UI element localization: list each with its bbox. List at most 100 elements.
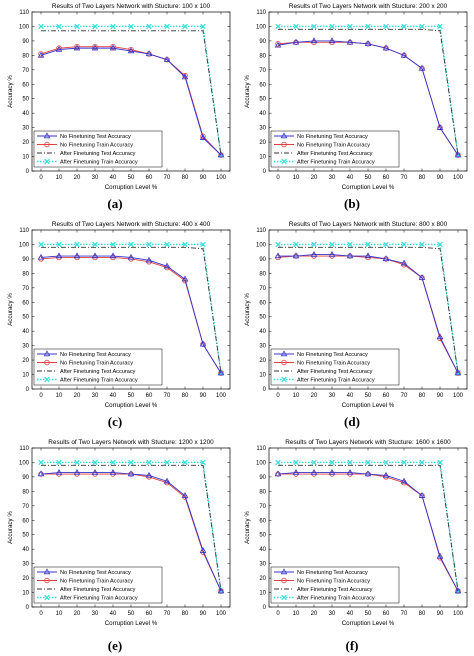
chart-panel-b: Results of Two Layers Network with Stuct… [237, 0, 474, 196]
legend-label: After Finetuning Train Accuracy [297, 378, 375, 384]
legend-label: No Finetuning Test Accuracy [297, 570, 368, 576]
y-tick-label: 30 [22, 344, 29, 350]
x-axis-label: Corruption Level % [342, 184, 395, 191]
data-point [91, 252, 99, 259]
x-tick-label: 50 [128, 393, 135, 399]
y-tick-label: 0 [263, 169, 267, 175]
data-point [454, 369, 462, 376]
x-axis-label: Corruption Level % [342, 620, 395, 627]
data-point [163, 56, 171, 62]
series-3 [38, 23, 224, 158]
data-point [145, 256, 153, 263]
x-tick-label: 70 [164, 175, 171, 181]
data-point [418, 274, 426, 280]
data-point [454, 587, 462, 594]
y-tick-label: 100 [19, 24, 30, 30]
data-point [127, 253, 135, 260]
data-point [92, 241, 98, 248]
legend-label: After Finetuning Test Accuracy [60, 369, 136, 375]
x-tick-label: 30 [329, 393, 336, 399]
y-tick-label: 40 [22, 111, 29, 117]
data-point [199, 547, 207, 553]
x-tick-label: 60 [146, 611, 153, 617]
data-point [328, 468, 336, 475]
data-point [200, 133, 206, 140]
data-point [274, 470, 282, 477]
legend-marker [43, 568, 51, 575]
data-point [91, 468, 99, 475]
data-point [109, 468, 117, 475]
series-3 [275, 241, 461, 376]
data-point [364, 470, 372, 477]
legend: No Finetuning Test Accuracy No Finetuning… [33, 566, 163, 604]
data-point [418, 64, 426, 71]
x-tick-label: 80 [182, 611, 189, 617]
x-tick-label: 100 [453, 175, 464, 181]
y-tick-label: 90 [259, 475, 266, 481]
y-tick-label: 110 [256, 10, 266, 16]
data-point [275, 41, 281, 47]
y-tick-label: 70 [22, 504, 29, 510]
x-tick-label: 70 [164, 393, 171, 399]
x-tick-label: 70 [401, 393, 408, 399]
legend-marker [44, 376, 50, 383]
x-tick-label: 10 [293, 611, 300, 617]
x-tick-label: 90 [437, 393, 444, 399]
data-point [329, 23, 335, 30]
y-tick-label: 60 [22, 518, 29, 524]
data-point [56, 45, 62, 51]
data-point [200, 459, 206, 466]
series-2 [278, 246, 459, 374]
y-axis-label: Accuracy % [244, 511, 251, 544]
data-point [56, 241, 62, 248]
data-point [436, 124, 444, 130]
series-3 [38, 459, 224, 594]
data-point [328, 250, 336, 257]
data-point [401, 23, 407, 30]
data-point [275, 459, 281, 466]
data-point [37, 253, 45, 260]
x-tick-label: 90 [200, 175, 207, 181]
x-tick-label: 20 [74, 611, 81, 617]
y-axis-label: Accuracy % [7, 75, 14, 108]
chart-svg: Results of Two Layers Network with Stuct… [7, 3, 231, 191]
data-point [110, 459, 116, 466]
chart-svg: Results of Two Layers Network with Stuct… [244, 3, 468, 191]
series-0 [37, 44, 225, 158]
data-point [38, 51, 44, 57]
caption-b: (b) [344, 196, 360, 211]
data-point [274, 41, 282, 48]
data-point [164, 459, 170, 466]
data-point [199, 134, 207, 140]
y-tick-label: 110 [256, 446, 266, 452]
series-line [278, 464, 459, 592]
chart-svg: Results of Two Layers Network with Stuct… [7, 221, 231, 409]
y-tick-label: 30 [259, 562, 266, 568]
data-point [274, 252, 282, 259]
y-tick-label: 90 [22, 39, 29, 45]
y-tick-label: 20 [22, 576, 29, 582]
x-tick-label: 50 [128, 611, 135, 617]
y-tick-label: 50 [22, 533, 29, 539]
y-tick-label: 50 [259, 97, 266, 103]
data-point [163, 262, 171, 269]
data-point [364, 252, 372, 259]
legend-marker [43, 132, 51, 139]
legend-label: After Finetuning Test Accuracy [297, 369, 373, 375]
x-tick-label: 60 [146, 175, 153, 181]
chart-title: Results of Two Layers Network with Stuct… [48, 439, 214, 446]
y-tick-label: 0 [26, 605, 30, 611]
y-tick-label: 0 [263, 387, 267, 393]
data-point [92, 23, 98, 30]
x-tick-label: 60 [383, 393, 390, 399]
y-tick-label: 0 [263, 605, 267, 611]
data-point [365, 241, 371, 248]
data-point [401, 241, 407, 248]
legend-label: After Finetuning Test Accuracy [60, 151, 136, 157]
data-point [437, 241, 443, 248]
x-tick-label: 40 [347, 175, 354, 181]
y-tick-label: 110 [19, 228, 29, 234]
data-point [310, 250, 318, 257]
y-tick-label: 100 [256, 24, 267, 30]
legend-label: After Finetuning Test Accuracy [60, 587, 136, 593]
